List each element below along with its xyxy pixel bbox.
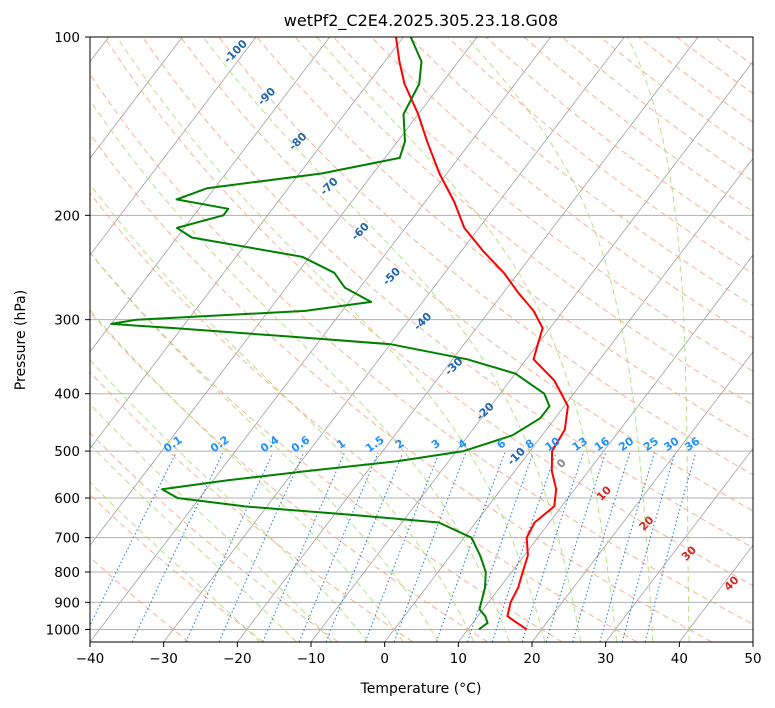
- y-tick-label: 700: [54, 531, 80, 547]
- y-tick-label: 600: [54, 491, 80, 507]
- isotherm-line: [384, 157, 753, 642]
- dry-adiabat-line: [103, 37, 753, 587]
- mixing-ratio-line: [90, 452, 177, 627]
- dry-adiabat-line: [90, 371, 414, 642]
- y-tick-label: 100: [54, 30, 80, 46]
- x-tick-label: −40: [76, 651, 105, 667]
- dry-adiabat-line: [90, 311, 488, 642]
- x-tick-label: 0: [380, 651, 389, 667]
- x-tick-label: 20: [523, 651, 540, 667]
- x-axis: −40 −30 −20 −10 0 10 20 30 40 50: [76, 642, 762, 667]
- mixing-ratio-line: [621, 452, 676, 642]
- dry-adiabat-line: [561, 37, 753, 183]
- moist-adiabat-line: [90, 183, 475, 642]
- moist-adiabat-line: [466, 37, 654, 642]
- mixing-ratio-line: [545, 452, 606, 642]
- x-tick-label: −30: [149, 651, 178, 667]
- moist-adiabat-line: [90, 481, 261, 642]
- moist-adiabat-line: [90, 359, 368, 642]
- mixing-ratio-line: [185, 452, 274, 642]
- chart-title: wetPf2_C2E4.2025.305.23.18.G08: [284, 11, 558, 31]
- x-tick-label: −20: [223, 651, 252, 667]
- mixing-ratio-line: [218, 452, 305, 642]
- dewpoint-profile-line: [110, 37, 551, 631]
- dry-adiabat-line: [409, 37, 753, 307]
- mixing-ratio-line: [644, 452, 697, 642]
- isotherm-line: [458, 254, 753, 642]
- moist-adiabat-line: [627, 37, 690, 642]
- y-tick-label: 400: [54, 387, 80, 403]
- dry-adiabat-line: [90, 133, 712, 642]
- dry-adiabat-line: [90, 432, 339, 642]
- moist-adiabat-line: [202, 37, 582, 642]
- moist-adiabat-line: [90, 309, 404, 642]
- y-tick-label: 500: [54, 444, 80, 460]
- dry-adiabat-line: [142, 37, 753, 549]
- moist-adiabat-line: [90, 403, 333, 642]
- mixing-ratio-line: [393, 452, 467, 642]
- y-tick-label: 800: [54, 565, 80, 581]
- mixing-ratio-line: [599, 452, 655, 642]
- dry-adiabat-line: [256, 37, 753, 441]
- dry-adiabat-line: [371, 37, 753, 339]
- x-tick-label: 40: [671, 651, 688, 667]
- isotherm-line: [90, 37, 183, 159]
- isotherm-line: [90, 37, 404, 450]
- isotherm-line: [90, 37, 257, 256]
- isotherm-line: [605, 447, 753, 642]
- plot-area: [90, 37, 753, 642]
- dry-adiabat-line: [600, 37, 753, 153]
- mixing-ratio-line: [572, 452, 631, 642]
- y-tick-label: 1000: [46, 622, 80, 638]
- x-axis-label: Temperature (°C): [360, 681, 482, 697]
- plot-frame: [89, 36, 754, 643]
- mixing-ratio-line: [364, 452, 440, 642]
- isotherm-line: [90, 37, 478, 546]
- dry-adiabat-line: [294, 37, 753, 406]
- mixing-ratio-line: [435, 452, 506, 642]
- dry-adiabat-line: [90, 251, 563, 642]
- series-layer: [110, 37, 569, 631]
- y-axis: 100 200 300 400 500 600 700 800 900 1000: [46, 30, 90, 638]
- temperature-profile-line: [395, 37, 569, 631]
- y-tick-label: 900: [54, 595, 80, 611]
- dry-adiabat-line: [218, 37, 753, 476]
- x-tick-label: −10: [297, 651, 326, 667]
- y-tick-label: 300: [54, 313, 80, 329]
- mixing-ratio-line: [131, 452, 224, 642]
- isotherm-line: [237, 37, 699, 642]
- mixing-ratio-line: [467, 452, 534, 642]
- mixing-ratio-line: [521, 452, 584, 642]
- moist-adiabat-line: [90, 99, 510, 642]
- isotherm-line: [90, 37, 331, 353]
- isotherm-line: [531, 351, 753, 642]
- x-tick-label: 50: [744, 651, 761, 667]
- moist-adiabat-line: [316, 37, 618, 642]
- moist-adiabat-line: [90, 443, 297, 642]
- x-tick-label: 10: [450, 651, 467, 667]
- mixing-ratio-line: [491, 452, 557, 642]
- dry-adiabat-line: [332, 37, 753, 372]
- y-axis-label: Pressure (hPa): [13, 290, 29, 390]
- moist-adiabat-line: [116, 37, 546, 642]
- dry-adiabat-line: [180, 37, 753, 512]
- y-tick-label: 200: [54, 208, 80, 224]
- dry-adiabat-line: [523, 37, 753, 213]
- x-tick-label: 30: [597, 651, 614, 667]
